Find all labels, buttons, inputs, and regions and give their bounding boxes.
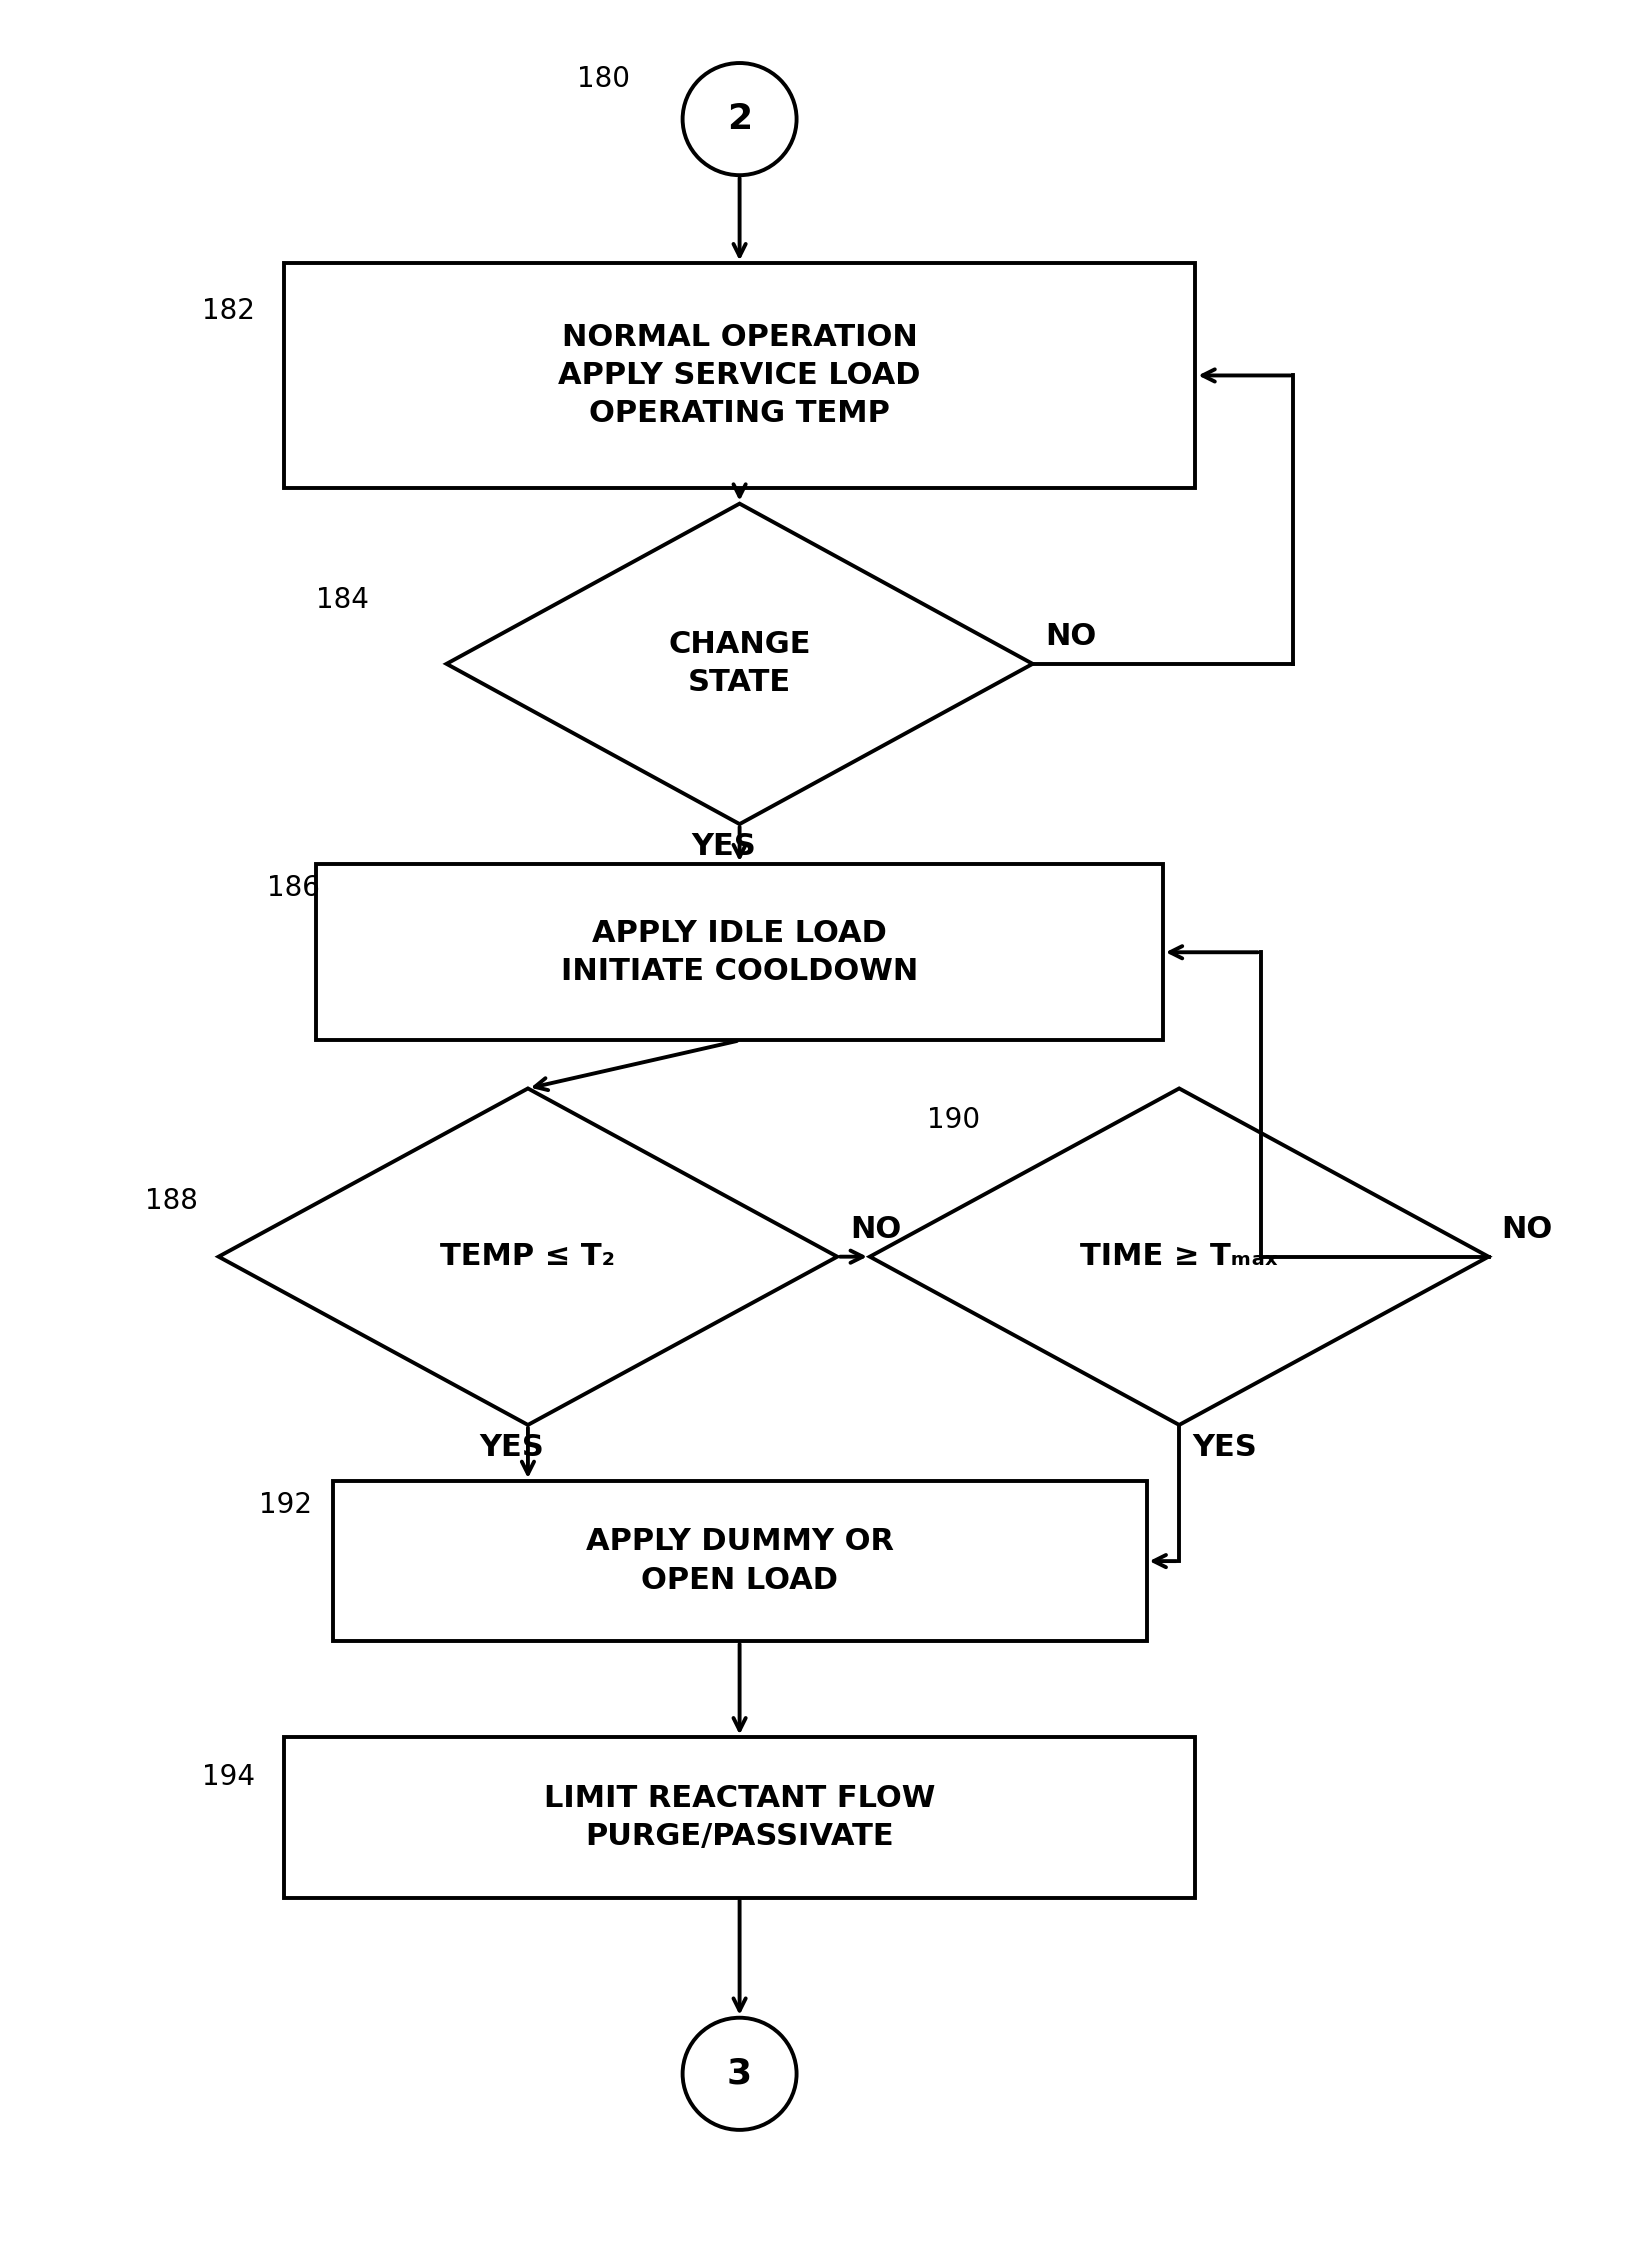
Text: 194: 194: [202, 1763, 255, 1792]
FancyBboxPatch shape: [284, 1738, 1195, 1898]
Text: 2: 2: [727, 102, 752, 135]
Text: TEMP ≤ T₂: TEMP ≤ T₂: [440, 1241, 616, 1271]
Text: YES: YES: [1192, 1433, 1258, 1463]
Text: NO: NO: [1046, 623, 1097, 650]
Circle shape: [683, 63, 796, 176]
Text: 188: 188: [146, 1187, 199, 1214]
Text: 182: 182: [202, 298, 255, 325]
FancyBboxPatch shape: [333, 1481, 1146, 1641]
Text: 192: 192: [259, 1492, 312, 1519]
Text: 180: 180: [576, 65, 631, 93]
Text: YES: YES: [479, 1433, 544, 1463]
Circle shape: [683, 2018, 796, 2131]
Text: NORMAL OPERATION
APPLY SERVICE LOAD
OPERATING TEMP: NORMAL OPERATION APPLY SERVICE LOAD OPER…: [558, 323, 921, 429]
Text: APPLY IDLE LOAD
INITIATE COOLDOWN: APPLY IDLE LOAD INITIATE COOLDOWN: [562, 919, 918, 986]
Text: LIMIT REACTANT FLOW
PURGE/PASSIVATE: LIMIT REACTANT FLOW PURGE/PASSIVATE: [544, 1783, 936, 1851]
FancyBboxPatch shape: [317, 864, 1163, 1040]
Text: CHANGE
STATE: CHANGE STATE: [668, 630, 811, 697]
Text: YES: YES: [691, 833, 755, 862]
Text: NO: NO: [1501, 1214, 1553, 1244]
Polygon shape: [447, 503, 1033, 824]
Text: NO: NO: [851, 1214, 901, 1244]
Text: 184: 184: [317, 587, 369, 614]
Text: 3: 3: [727, 2056, 752, 2090]
Text: TIME ≥ Tₘₐₓ: TIME ≥ Tₘₐₓ: [1080, 1241, 1277, 1271]
Text: 190: 190: [926, 1106, 980, 1135]
Polygon shape: [218, 1088, 837, 1424]
Text: 186: 186: [268, 873, 320, 903]
Text: APPLY DUMMY OR
OPEN LOAD: APPLY DUMMY OR OPEN LOAD: [586, 1528, 893, 1596]
Polygon shape: [870, 1088, 1489, 1424]
FancyBboxPatch shape: [284, 264, 1195, 488]
